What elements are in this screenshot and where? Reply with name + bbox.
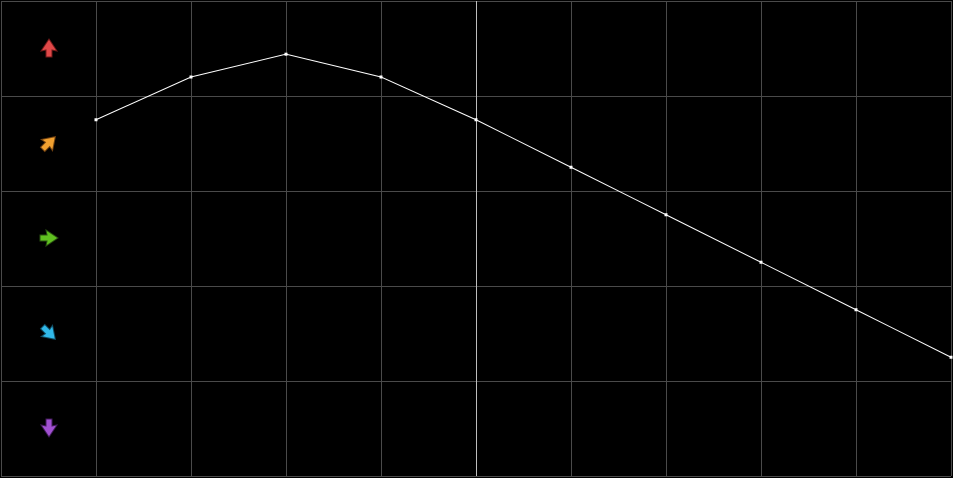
curve-point (189, 75, 193, 79)
curve-point (759, 260, 763, 264)
arrow-up-right (39, 135, 57, 153)
curve-point (379, 75, 383, 79)
curve-point (94, 118, 98, 122)
curve-point (569, 165, 573, 169)
curve-point (664, 213, 668, 217)
curve-point (474, 118, 478, 122)
arrow-down-right (39, 323, 57, 341)
curve-point (949, 355, 953, 359)
arrow-down (39, 418, 59, 438)
curve (95, 53, 952, 358)
curve-point (284, 52, 288, 56)
curve-point (854, 308, 858, 312)
arrow-up (39, 38, 59, 58)
arrow-right (39, 228, 59, 248)
direction-icons (39, 38, 59, 438)
